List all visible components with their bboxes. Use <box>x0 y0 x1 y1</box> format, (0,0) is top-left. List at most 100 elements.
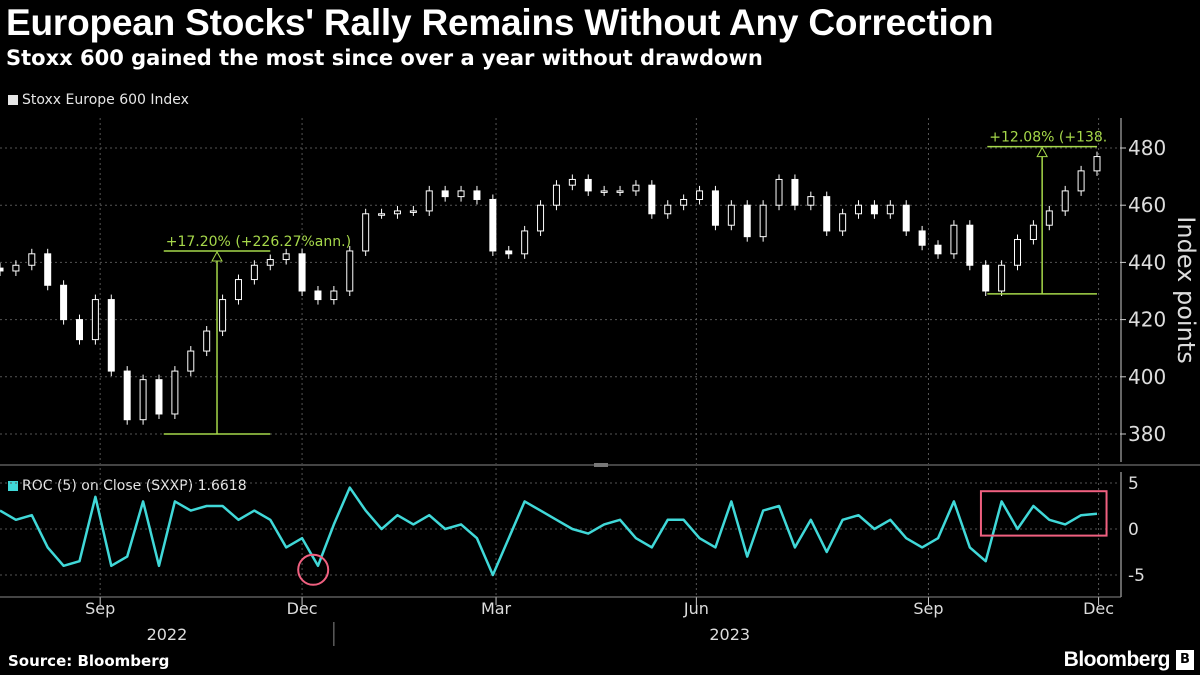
candle <box>393 210 401 215</box>
bloomberg-icon: B <box>1176 650 1194 670</box>
candle <box>0 267 4 272</box>
candle <box>886 204 894 215</box>
year-label: 2023 <box>709 625 750 644</box>
source-note: Source: Bloomberg <box>8 652 170 670</box>
candle <box>60 284 68 321</box>
candle <box>839 213 847 232</box>
candle <box>791 178 799 206</box>
x-tick-label: Sep <box>913 599 943 618</box>
candle <box>171 370 179 415</box>
legend-swatch <box>8 95 18 105</box>
roc-legend-label: ROC (5) on Close (SXXP) 1.6618 <box>22 478 247 494</box>
x-tick-label: Dec <box>1083 599 1114 618</box>
candle <box>1014 239 1022 266</box>
candle <box>632 184 640 192</box>
candle <box>918 230 926 246</box>
candle <box>505 250 513 255</box>
candle <box>902 204 910 232</box>
roc-tick-label: -5 <box>1128 566 1145 586</box>
candle <box>664 204 672 215</box>
candle <box>457 190 465 198</box>
chart-subtitle: Stoxx 600 gained the most since over a y… <box>6 46 763 70</box>
y-axis-label: Index points <box>1172 216 1200 363</box>
y-tick-label: 440 <box>1128 250 1166 274</box>
candle <box>425 190 433 212</box>
candle <box>44 253 52 286</box>
candle <box>966 224 974 266</box>
candle <box>266 259 274 266</box>
candle <box>489 198 497 252</box>
candle <box>537 204 545 232</box>
candle <box>75 319 83 341</box>
candle <box>378 213 386 216</box>
annotation-arrow-icon <box>1036 146 1048 158</box>
candle <box>775 178 783 206</box>
roc-tick-label: 0 <box>1128 520 1139 540</box>
candle <box>934 244 942 255</box>
candle <box>250 264 258 281</box>
candle <box>998 264 1006 292</box>
candle <box>759 204 767 238</box>
candle <box>91 299 99 341</box>
price-legend: Stoxx Europe 600 Index <box>8 92 189 108</box>
candle <box>1029 224 1037 241</box>
candle <box>521 230 529 255</box>
panel-resize-grip <box>594 463 608 467</box>
candle <box>950 224 958 255</box>
highlight-circle <box>297 553 330 586</box>
candle <box>282 253 290 261</box>
candle <box>187 350 195 372</box>
candle <box>1077 170 1085 192</box>
candle <box>584 178 592 192</box>
candle <box>234 279 242 301</box>
candle <box>600 190 608 193</box>
candle <box>807 196 815 206</box>
annotation-arrow-icon <box>211 250 223 262</box>
annotation-label: +17.20% (+226.27%ann.) <box>166 234 351 250</box>
roc-tick-label: 5 <box>1128 474 1139 494</box>
candle <box>473 190 481 200</box>
x-tick-label: Sep <box>85 599 115 618</box>
roc-line <box>0 486 1098 577</box>
candle <box>711 190 719 226</box>
chart-title: European Stocks' Rally Remains Without A… <box>6 2 994 43</box>
y-tick-label: 420 <box>1128 308 1166 332</box>
candle <box>139 379 147 421</box>
candle <box>855 204 863 215</box>
y-tick-label: 380 <box>1128 422 1166 446</box>
candle <box>107 299 115 372</box>
candle <box>696 190 704 200</box>
candle <box>743 204 751 238</box>
roc-legend: ROC (5) on Close (SXXP) 1.6618 <box>8 478 247 494</box>
x-tick-label: Mar <box>481 599 512 618</box>
y-tick-label: 480 <box>1128 136 1166 160</box>
candle <box>982 264 990 292</box>
x-tick-label: Dec <box>287 599 318 618</box>
price-legend-label: Stoxx Europe 600 Index <box>22 92 189 108</box>
candle <box>568 178 576 186</box>
candle <box>12 264 20 272</box>
candle <box>28 253 36 266</box>
candle <box>330 290 338 301</box>
candle <box>616 190 624 193</box>
candle <box>870 204 878 215</box>
x-tick-label: Jun <box>683 599 709 618</box>
legend-swatch <box>8 481 18 491</box>
candle <box>727 204 735 226</box>
candle <box>552 184 560 206</box>
candle <box>203 330 211 352</box>
candle <box>346 250 354 292</box>
y-tick-label: 460 <box>1128 193 1166 217</box>
candle <box>219 299 227 332</box>
candle <box>155 379 163 415</box>
candle <box>823 196 831 232</box>
candle <box>123 370 131 421</box>
annotation-label: +12.08% (+138. <box>989 130 1107 146</box>
candle <box>362 213 370 252</box>
y-tick-label: 400 <box>1128 365 1166 389</box>
candle <box>680 198 688 206</box>
bloomberg-logo: Bloomberg <box>1063 648 1171 671</box>
candle <box>441 190 449 198</box>
year-label: 2022 <box>147 625 188 644</box>
